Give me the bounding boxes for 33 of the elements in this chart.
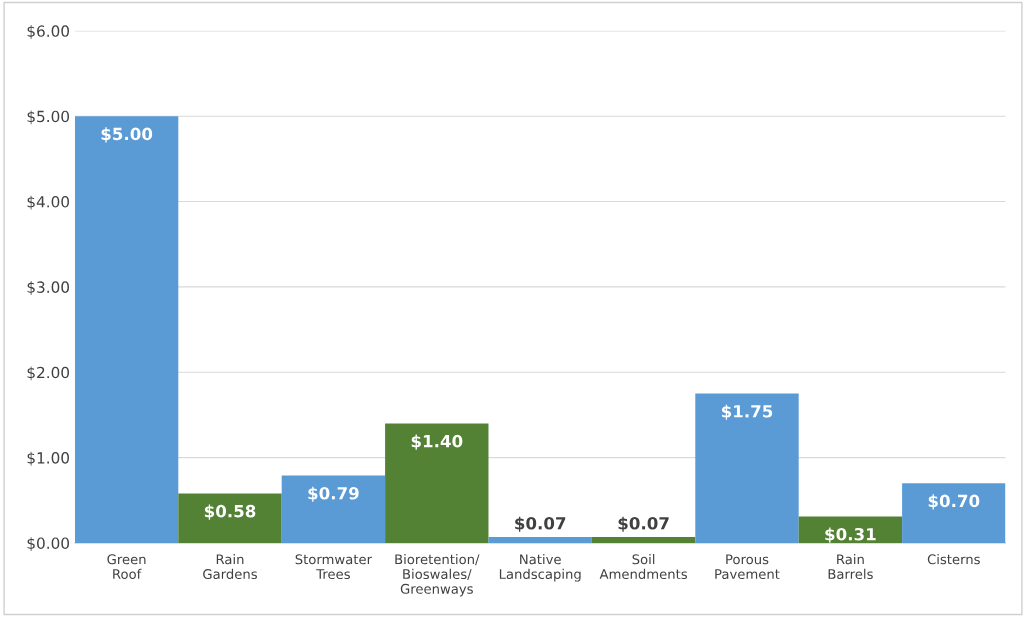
- y-tick-label: $2.00: [27, 366, 70, 381]
- bar: [591, 536, 696, 543]
- data-label: $0.07: [618, 516, 669, 532]
- x-tick-label: Rain Gardens: [203, 554, 257, 580]
- y-tick-label: $5.00: [27, 110, 70, 125]
- y-tick-label: $1.00: [27, 451, 70, 466]
- data-label: $0.58: [204, 504, 256, 520]
- x-tick-label: Green Roof: [107, 554, 146, 580]
- bar: [74, 116, 179, 543]
- data-label: $5.00: [101, 127, 153, 143]
- bar: [902, 483, 1006, 543]
- x-tick-label: Native Landscaping: [499, 554, 581, 582]
- data-label: $0.79: [308, 486, 359, 502]
- y-tick-label: $6.00: [27, 25, 70, 39]
- x-tick-label: Bioretention/ Bioswales/ Greenways: [395, 554, 480, 597]
- x-tick-label: Rain Barrels: [828, 554, 873, 580]
- x-tick-label: Soil Amendments: [599, 554, 687, 580]
- bar: [385, 423, 489, 543]
- x-tick-label: Stormwater Trees: [295, 554, 373, 580]
- x-tick-label: Cisterns: [927, 554, 980, 565]
- data-label: $0.70: [928, 494, 980, 510]
- bar: [281, 475, 386, 543]
- data-label: $1.40: [411, 434, 463, 450]
- y-tick-label: $0.00: [27, 537, 70, 552]
- bar: [695, 393, 799, 543]
- bar: [488, 536, 592, 543]
- y-tick-label: $4.00: [27, 195, 70, 210]
- data-label: $0.31: [825, 527, 876, 543]
- bar: [178, 493, 282, 543]
- x-tick-label: Porous Pavement: [715, 554, 780, 580]
- data-label: $1.75: [721, 404, 773, 420]
- data-label: $0.07: [515, 516, 566, 532]
- y-tick-label: $3.00: [27, 281, 70, 295]
